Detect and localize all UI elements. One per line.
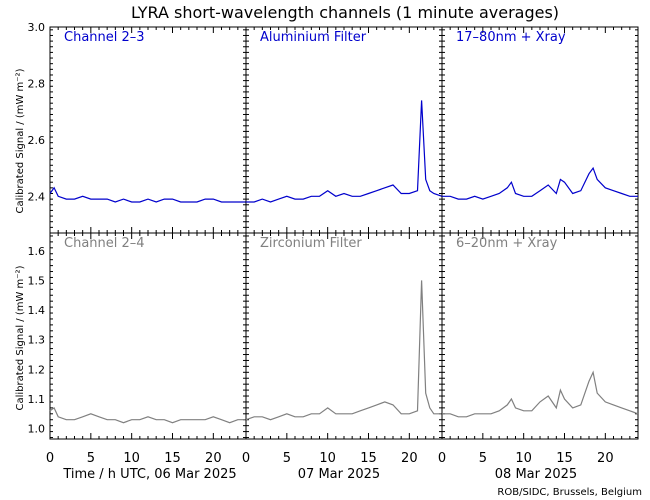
xtick-label-0-0: 0: [46, 451, 54, 466]
panel-frame-top-1: [245, 26, 443, 234]
panel-label-bottom-0: Channel 2–4: [64, 236, 145, 251]
xtick-label-1-3: 15: [360, 451, 377, 466]
day-label-3: 08 Mar 2025: [495, 467, 577, 482]
ytick-label-top-2: 2.8: [28, 77, 46, 90]
panel-frame-top-2: [441, 26, 639, 234]
ytick-label-bottom-6: 1.6: [28, 245, 46, 258]
xtick-label-1-4: 20: [401, 451, 418, 466]
ytick-label-top-1: 2.6: [28, 134, 46, 147]
xtick-label-1-1: 5: [283, 451, 291, 466]
xtick-label-0-3: 15: [164, 451, 181, 466]
series-line-top-0: [49, 186, 246, 203]
day-label-2: 07 Mar 2025: [298, 467, 380, 482]
credit-text: ROB/SIDC, Brussels, Belgium: [497, 487, 642, 498]
xtick-label-2-2: 10: [515, 451, 532, 466]
panel-frame-bottom-2: [441, 232, 639, 440]
xtick-label-2-0: 0: [438, 451, 446, 466]
panel-label-top-0: Channel 2–3: [64, 30, 145, 45]
ytick-label-bottom-3: 1.3: [28, 334, 46, 347]
xtick-label-0-2: 10: [123, 451, 140, 466]
ytick-label-top-3: 3.0: [28, 21, 46, 34]
panel-label-bottom-2: 6–20nm + Xray: [456, 236, 558, 251]
series-line-top-2: [442, 166, 638, 200]
series-line-bottom-0: [49, 406, 246, 424]
xtick-label-2-1: 5: [479, 451, 487, 466]
ytick-label-bottom-1: 1.1: [28, 393, 46, 406]
ytick-label-bottom-0: 1.0: [28, 423, 46, 436]
panels-group: 2.4 2.6 2.8 3.0 Channel 2–3 Aluminium Filter 1…: [28, 21, 639, 466]
ytick-label-bottom-5: 1.5: [28, 274, 46, 287]
xtick-label-1-2: 10: [319, 451, 336, 466]
chart-title: LYRA short-wavelength channels (1 minute…: [131, 3, 559, 22]
ytick-label-top-0: 2.4: [28, 190, 46, 203]
xtick-label-2-4: 20: [597, 451, 614, 466]
panel-label-bottom-1: Zirconium Filter: [260, 236, 362, 251]
panel-label-top-2: 17–80nm + Xray: [456, 30, 566, 45]
panel-frame-bottom-1: [245, 232, 443, 440]
ytick-label-bottom-2: 1.2: [28, 363, 46, 376]
xtick-label-0-4: 20: [205, 451, 222, 466]
series-line-top-1: [246, 100, 443, 203]
xtick-label-0-1: 5: [87, 451, 95, 466]
ytick-label-bottom-4: 1.4: [28, 304, 46, 317]
xtick-label-2-3: 15: [556, 451, 573, 466]
panel-frame-top-0: [49, 26, 247, 234]
ylabel-top: Calibrated Signal / (mW m⁻²): [15, 68, 26, 213]
series-line-bottom-1: [245, 280, 442, 421]
day-label-1: Time / h UTC, 06 Mar 2025: [62, 467, 236, 482]
ylabel-bottom: Calibrated Signal / (mW m⁻²): [15, 265, 26, 410]
panel-label-top-1: Aluminium Filter: [260, 30, 367, 45]
panel-frame-bottom-0: [49, 232, 247, 440]
series-line-bottom-2: [442, 370, 639, 418]
xtick-label-1-0: 0: [242, 451, 250, 466]
